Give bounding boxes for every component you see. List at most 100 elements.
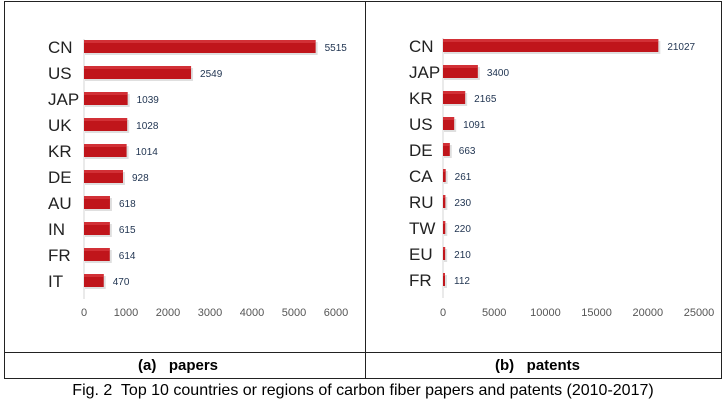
data-label: 928 [132, 173, 149, 184]
data-label: 1091 [463, 120, 486, 131]
x-tick-label: 6000 [324, 307, 348, 319]
bar-shadow [444, 197, 448, 210]
x-tick-label: 20000 [633, 307, 664, 319]
bar-highlight [443, 65, 478, 68]
x-tick-label: 0 [440, 307, 446, 319]
x-tick-label: 3000 [198, 307, 222, 319]
category-label: TW [409, 219, 435, 238]
category-label: CN [409, 37, 434, 56]
category-label: IT [48, 272, 63, 291]
bar-highlight [84, 274, 104, 277]
data-label: 470 [113, 277, 130, 288]
category-label: EU [409, 245, 433, 264]
bar [84, 248, 110, 261]
bar [84, 144, 127, 157]
data-label: 663 [459, 146, 476, 157]
category-label: JAP [48, 90, 79, 109]
category-label: CA [409, 167, 433, 186]
x-tick-label: 1000 [114, 307, 138, 319]
bar [84, 92, 128, 105]
data-label: 614 [119, 251, 136, 262]
bar [443, 169, 446, 182]
patents-bar-chart: CN 21027 JAP 3400 KR 2165 US 1091 DE 663 CA 261 RU 23… [409, 37, 715, 319]
bar-highlight [443, 247, 446, 250]
data-label: 1014 [136, 147, 159, 158]
papers-bar-chart: CN 5515 US 2549 JAP 1039 UK 1028 KR 1014 DE 928 AU 61… [48, 38, 348, 319]
bar [443, 117, 455, 130]
category-label: DE [48, 168, 72, 187]
bar [443, 247, 446, 260]
label-row-separator [4, 352, 722, 353]
bar [84, 66, 192, 79]
bar-highlight [84, 170, 123, 173]
bar-highlight [84, 40, 316, 43]
bar-highlight [443, 91, 466, 94]
bar [84, 222, 110, 235]
bar [84, 118, 128, 131]
bar-shadow [444, 249, 448, 262]
category-label: FR [48, 246, 71, 265]
x-tick-label: 25000 [684, 307, 715, 319]
bar-highlight [443, 195, 446, 198]
x-tick-label: 5000 [282, 307, 306, 319]
data-label: 5515 [325, 43, 348, 54]
bar-highlight [84, 248, 110, 251]
panel-label-patents: (b) patents [495, 357, 580, 374]
bar-highlight [443, 169, 446, 172]
bar-shadow [444, 275, 447, 288]
data-label: 21027 [667, 42, 695, 53]
bar-highlight [443, 273, 445, 276]
category-label: DE [409, 141, 433, 160]
bar-highlight [84, 144, 127, 147]
bar-shadow [444, 171, 448, 184]
bar-shadow [444, 223, 448, 236]
bar [443, 221, 446, 234]
panel-divider [365, 1, 366, 379]
data-label: 2549 [200, 69, 223, 80]
data-label: 2165 [474, 94, 497, 105]
data-label: 615 [119, 225, 136, 236]
data-label: 210 [454, 250, 471, 261]
x-tick-label: 0 [81, 307, 87, 319]
x-tick-label: 2000 [156, 307, 180, 319]
x-tick-label: 4000 [240, 307, 264, 319]
data-label: 1028 [136, 121, 159, 132]
bar-highlight [443, 117, 455, 120]
data-label: 112 [454, 276, 470, 287]
bar-highlight [443, 39, 659, 42]
data-label: 618 [119, 199, 136, 210]
bar-highlight [84, 196, 110, 199]
category-label: IN [48, 220, 65, 239]
bar-highlight [84, 222, 110, 225]
panel-label-papers: (a) papers [138, 357, 219, 374]
category-label: US [409, 115, 433, 134]
bar-highlight [84, 92, 128, 95]
category-label: US [48, 64, 72, 83]
bar-highlight [84, 66, 192, 69]
category-label: FR [409, 271, 432, 290]
bar-highlight [443, 143, 450, 146]
bar [84, 170, 123, 183]
bar [443, 195, 446, 208]
figure-caption: Fig. 2 Top 10 countries or regions of ca… [72, 382, 654, 399]
bar [443, 143, 450, 156]
bar [84, 274, 104, 287]
data-label: 230 [454, 198, 471, 209]
x-tick-label: 10000 [530, 307, 561, 319]
bar [443, 65, 478, 78]
data-label: 220 [454, 224, 471, 235]
bar [84, 196, 110, 209]
data-label: 1039 [137, 95, 160, 106]
category-label: RU [409, 193, 434, 212]
x-tick-label: 5000 [482, 307, 506, 319]
category-label: JAP [409, 63, 440, 82]
category-label: KR [409, 89, 433, 108]
bar [84, 40, 316, 53]
bar-highlight [443, 221, 446, 224]
category-label: AU [48, 194, 72, 213]
bar-highlight [84, 118, 128, 121]
category-label: UK [48, 116, 72, 135]
category-label: CN [48, 38, 73, 57]
data-label: 261 [455, 172, 472, 183]
bar [443, 91, 466, 104]
